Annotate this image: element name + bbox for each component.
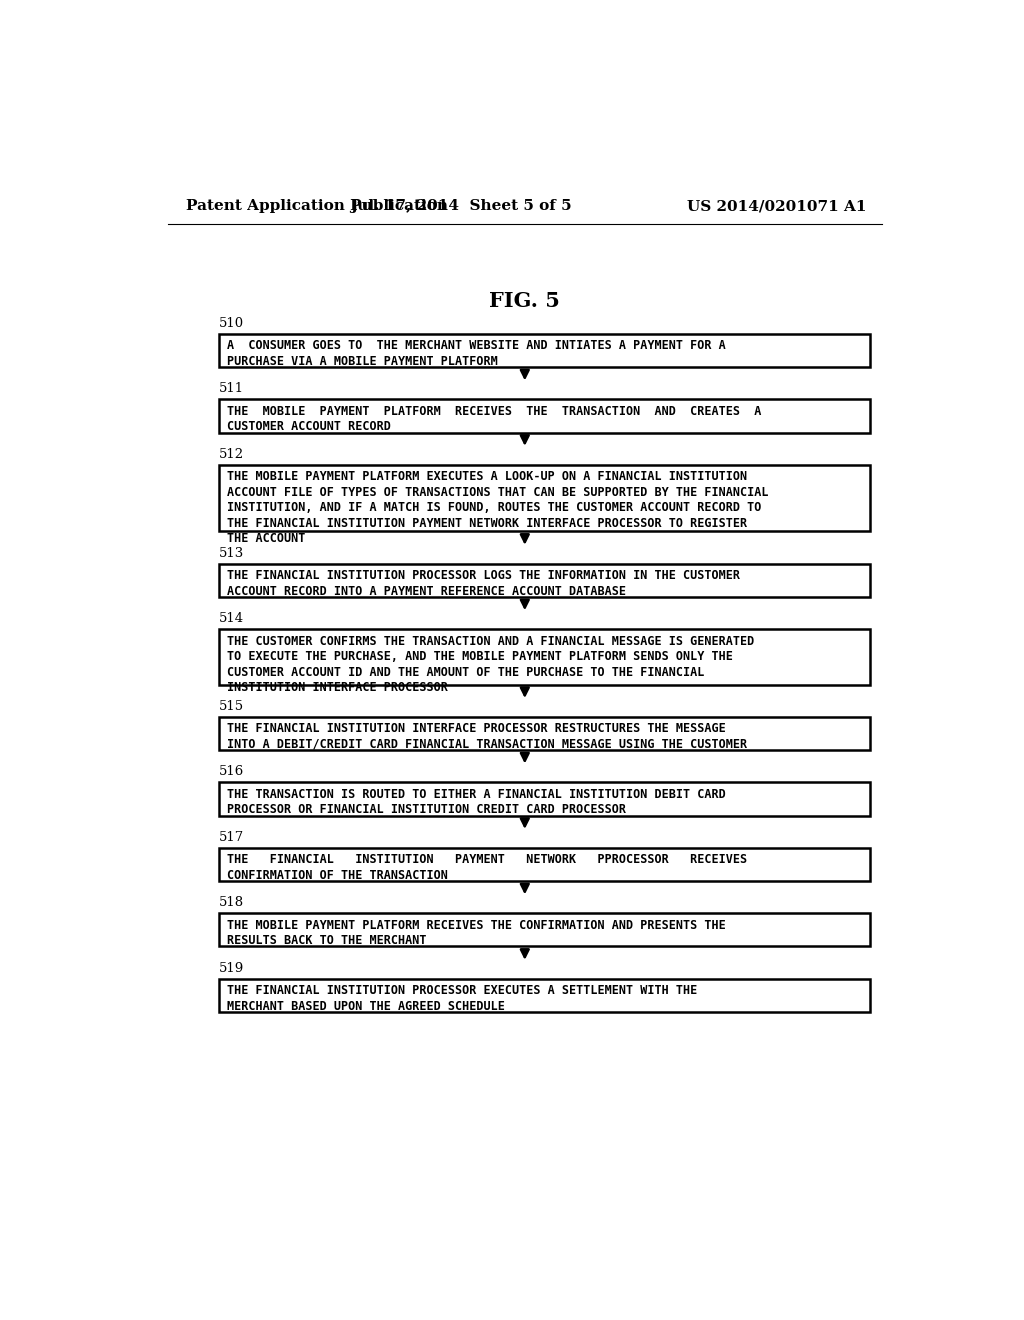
Bar <box>219 913 870 946</box>
Bar <box>219 783 870 816</box>
Text: THE MOBILE PAYMENT PLATFORM EXECUTES A LOOK-UP ON A FINANCIAL INSTITUTION
ACCOUN: THE MOBILE PAYMENT PLATFORM EXECUTES A L… <box>227 470 769 545</box>
Text: 513: 513 <box>219 546 245 560</box>
Text: A  CONSUMER GOES TO  THE MERCHANT WEBSITE AND INTIATES A PAYMENT FOR A
PURCHASE : A CONSUMER GOES TO THE MERCHANT WEBSITE … <box>227 339 726 368</box>
Text: 512: 512 <box>219 447 245 461</box>
Text: THE CUSTOMER CONFIRMS THE TRANSACTION AND A FINANCIAL MESSAGE IS GENERATED
TO EX: THE CUSTOMER CONFIRMS THE TRANSACTION AN… <box>227 635 755 694</box>
Bar <box>219 847 870 880</box>
Text: 510: 510 <box>219 317 245 330</box>
Text: THE   FINANCIAL   INSTITUTION   PAYMENT   NETWORK   PPROCESSOR   RECEIVES
CONFIR: THE FINANCIAL INSTITUTION PAYMENT NETWOR… <box>227 853 748 882</box>
Bar <box>219 564 870 597</box>
Bar <box>219 334 870 367</box>
Text: 516: 516 <box>219 766 245 779</box>
Text: THE TRANSACTION IS ROUTED TO EITHER A FINANCIAL INSTITUTION DEBIT CARD
PROCESSOR: THE TRANSACTION IS ROUTED TO EITHER A FI… <box>227 788 726 816</box>
Text: Jul. 17, 2014  Sheet 5 of 5: Jul. 17, 2014 Sheet 5 of 5 <box>350 199 572 213</box>
Bar <box>219 465 870 532</box>
Bar <box>219 400 870 433</box>
Text: US 2014/0201071 A1: US 2014/0201071 A1 <box>686 199 866 213</box>
Text: FIG. 5: FIG. 5 <box>489 290 560 310</box>
Text: THE  MOBILE  PAYMENT  PLATFORM  RECEIVES  THE  TRANSACTION  AND  CREATES  A
CUST: THE MOBILE PAYMENT PLATFORM RECEIVES THE… <box>227 405 762 433</box>
Text: 514: 514 <box>219 612 245 626</box>
Text: THE FINANCIAL INSTITUTION PROCESSOR LOGS THE INFORMATION IN THE CUSTOMER
ACCOUNT: THE FINANCIAL INSTITUTION PROCESSOR LOGS… <box>227 569 740 598</box>
Bar <box>219 717 870 750</box>
Text: 515: 515 <box>219 700 245 713</box>
Bar <box>219 630 870 685</box>
Bar <box>219 979 870 1012</box>
Text: THE FINANCIAL INSTITUTION PROCESSOR EXECUTES A SETTLEMENT WITH THE
MERCHANT BASE: THE FINANCIAL INSTITUTION PROCESSOR EXEC… <box>227 985 697 1012</box>
Text: 511: 511 <box>219 383 245 395</box>
Text: Patent Application Publication: Patent Application Publication <box>186 199 449 213</box>
Text: 517: 517 <box>219 830 245 843</box>
Text: THE MOBILE PAYMENT PLATFORM RECEIVES THE CONFIRMATION AND PRESENTS THE
RESULTS B: THE MOBILE PAYMENT PLATFORM RECEIVES THE… <box>227 919 726 948</box>
Text: 519: 519 <box>219 962 245 974</box>
Text: THE FINANCIAL INSTITUTION INTERFACE PROCESSOR RESTRUCTURES THE MESSAGE
INTO A DE: THE FINANCIAL INSTITUTION INTERFACE PROC… <box>227 722 748 751</box>
Text: 518: 518 <box>219 896 245 909</box>
